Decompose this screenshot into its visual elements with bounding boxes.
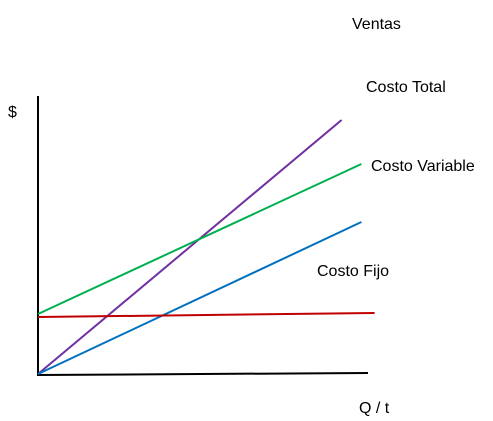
series-label-costo-variable: Costo Variable [371,158,475,175]
series-line-costo-variable [37,221,362,375]
series-line-costo-fijo [37,312,375,318]
x-axis [36,372,369,376]
series-label-ventas: Ventas [352,16,401,33]
series-label-costo-total: Costo Total [366,79,446,96]
series-line-costo-total [37,163,362,315]
x-axis-label: Q / t [359,400,390,417]
y-axis-label: $ [8,104,17,121]
series-line-ventas [37,119,343,375]
series-label-costo-fijo: Costo Fijo [317,263,389,280]
series-layer [37,119,375,375]
